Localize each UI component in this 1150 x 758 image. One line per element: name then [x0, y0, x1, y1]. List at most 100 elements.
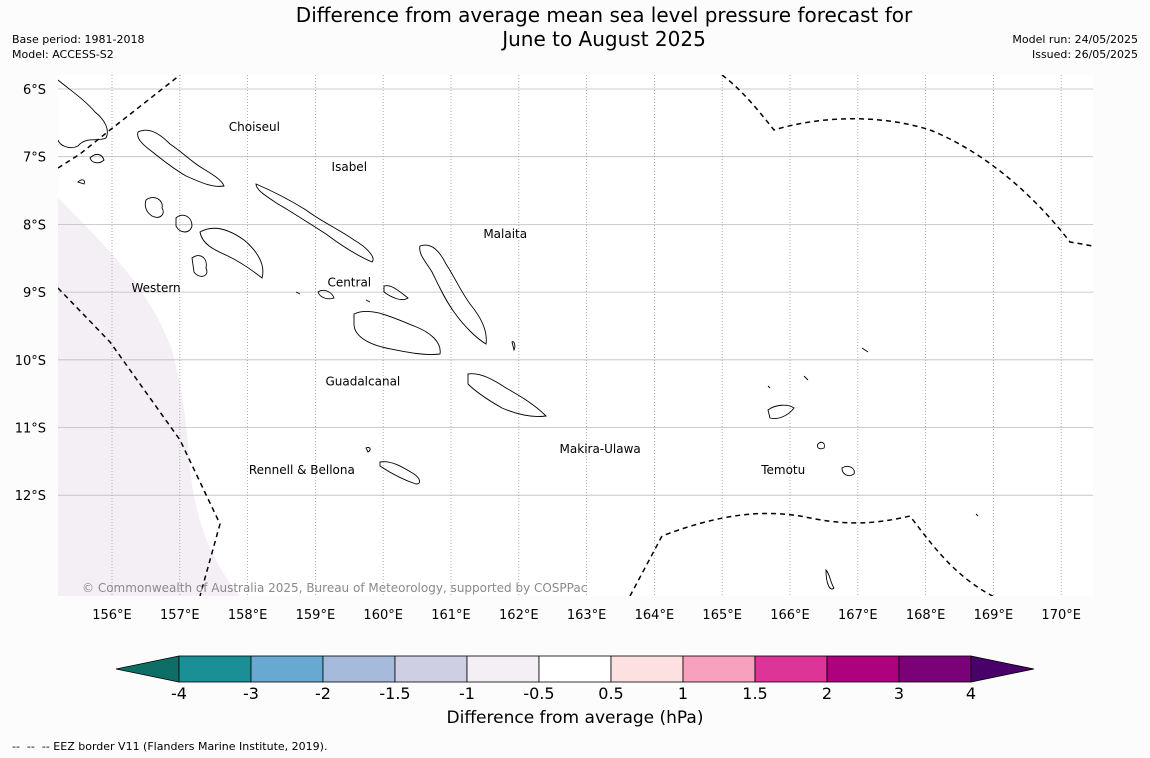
map-frame: [58, 75, 1093, 596]
latitude-labels: 6°S 7°S 8°S 9°S 10°S 11°S 12°S: [15, 83, 46, 504]
malaita-island: [419, 244, 487, 345]
santa-cruz-island: [767, 404, 795, 419]
bellona-island: [365, 447, 371, 453]
province-label: Makira-Ulawa: [560, 442, 641, 456]
colorbar-tick-label: 0.5: [598, 684, 623, 703]
colorbar-segment: [178, 655, 252, 683]
colorbar-tick-label: 2: [822, 684, 832, 703]
colorbar-segment: [250, 655, 324, 683]
tikopia-anuta: [825, 513, 979, 590]
chart-title: Difference from average mean sea level p…: [0, 3, 1150, 51]
lat-tick-label: 11°S: [15, 422, 46, 437]
model-run: Model run: 24/05/2025: [1012, 33, 1138, 46]
title-line-1: Difference from average mean sea level p…: [295, 3, 913, 27]
lon-tick-label: 158°E: [228, 608, 268, 623]
colorbar-segment: [898, 655, 972, 683]
guadalcanal-island: [353, 310, 441, 355]
province-label: Malaita: [483, 227, 527, 241]
colorbar-segment: [610, 655, 684, 683]
lon-tick-label: 164°E: [635, 608, 675, 623]
colorbar-extend-low: [115, 655, 180, 683]
model-info: Base period: 1981-2018 Model: ACCESS-S2: [12, 32, 144, 62]
lon-tick-label: 156°E: [92, 608, 132, 623]
nggela-islands: [295, 291, 371, 303]
province-label: Isabel: [332, 160, 367, 174]
eez-legend-footnote: -- -- -- EEZ border V11 (Flanders Marine…: [12, 740, 328, 753]
latitude-gridlines: [58, 88, 1093, 496]
title-line-2: June to August 2025: [502, 27, 706, 51]
colorbar-tick-label: -1: [459, 684, 475, 703]
colorbar-tick-label: 1.5: [742, 684, 767, 703]
province-label: Guadalcanal: [325, 375, 400, 389]
rennell-island: [379, 461, 421, 485]
bougainville-island: [58, 79, 108, 149]
province-label: Rennell & Bellona: [249, 463, 355, 477]
copyright-text: © Commonwealth of Australia 2025, Bureau…: [82, 581, 587, 595]
colorbar-segment: [322, 655, 396, 683]
run-info: Model run: 24/05/2025 Issued: 26/05/2025: [1012, 32, 1138, 62]
reef-islands: [767, 347, 869, 389]
colorbar-extend-high: [970, 655, 1035, 683]
colorbar-tick-label: -3: [243, 684, 259, 703]
makira-island: [467, 373, 547, 417]
lon-tick-label: 168°E: [906, 608, 946, 623]
colorbar-label: Difference from average (hPa): [446, 708, 704, 728]
vella-lavella: [175, 214, 193, 233]
issued-date: Issued: 26/05/2025: [1031, 48, 1138, 61]
lon-tick-label: 159°E: [296, 608, 336, 623]
russell-islands: [317, 285, 409, 301]
colorbar-tick-label: -0.5: [523, 684, 554, 703]
shortland-islands: [144, 197, 164, 218]
colorbar-tick-label: -2: [315, 684, 331, 703]
solomon-islands-coastline: [58, 79, 979, 590]
lon-tick-label: 161°E: [431, 608, 471, 623]
colorbar-tick-label: 1: [678, 684, 688, 703]
buka-islets: [77, 153, 105, 185]
lat-tick-label: 8°S: [23, 218, 46, 233]
lat-tick-label: 9°S: [23, 286, 46, 301]
ulawa-island: [511, 341, 516, 352]
province-label: Western: [131, 281, 180, 295]
province-label: Central: [327, 276, 371, 290]
lon-tick-label: 170°E: [1041, 608, 1081, 623]
lon-tick-label: 162°E: [499, 608, 539, 623]
rendova: [191, 255, 208, 277]
eez-border-west: [58, 287, 221, 596]
lat-tick-label: 10°S: [15, 354, 46, 369]
lon-tick-label: 160°E: [363, 608, 403, 623]
province-labels: Choiseul Isabel Malaita Western Central Guada…: [131, 120, 805, 477]
colorbar-tick-label: -1.5: [379, 684, 410, 703]
lon-tick-label: 165°E: [702, 608, 742, 623]
eez-border-northwest: [58, 75, 181, 169]
anomaly-shading: [58, 198, 240, 596]
lon-tick-label: 163°E: [567, 608, 607, 623]
model-name: Model: ACCESS-S2: [12, 48, 114, 61]
isabel-island: [255, 183, 374, 263]
colorbar-tick-label: -4: [171, 684, 187, 703]
lon-tick-label: 166°E: [770, 608, 810, 623]
eez-border-southeast: [629, 512, 995, 596]
vanikoro-island: [841, 465, 855, 477]
choiseul-island: [137, 129, 225, 187]
colorbar-tick-label: 4: [966, 684, 976, 703]
lat-tick-label: 6°S: [23, 83, 46, 98]
lon-tick-label: 157°E: [160, 608, 200, 623]
colorbar-segment: [466, 655, 540, 683]
colorbar-segment: [754, 655, 828, 683]
colorbar-segment: [538, 655, 612, 683]
colorbar-tick-label: 3: [894, 684, 904, 703]
new-georgia: [199, 227, 264, 279]
colorbar-segment: [682, 655, 756, 683]
province-label: Temotu: [760, 463, 805, 477]
colorbar-segment: [394, 655, 468, 683]
province-label: Choiseul: [229, 120, 280, 134]
lon-tick-label: 167°E: [838, 608, 878, 623]
base-period: Base period: 1981-2018: [12, 33, 145, 46]
colorbar-segment: [826, 655, 900, 683]
lat-tick-label: 12°S: [15, 489, 46, 504]
eez-border-northeast: [721, 75, 1093, 247]
lon-tick-label: 169°E: [974, 608, 1014, 623]
lat-tick-label: 7°S: [23, 151, 46, 166]
colorbar: -4 -3 -2 -1.5 -1 -0.5 0.5 1 1.5 2 3 4: [115, 655, 1035, 703]
